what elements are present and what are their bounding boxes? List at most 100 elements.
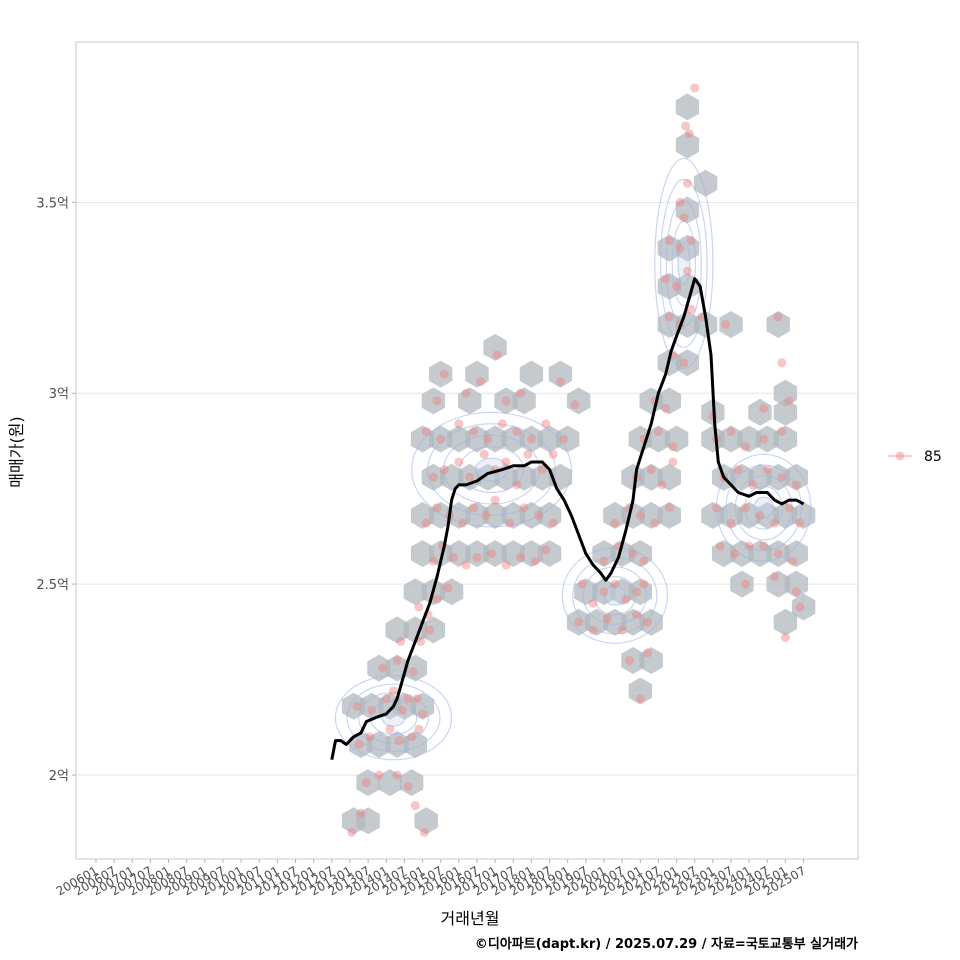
scatter-point-0-162 [791, 587, 801, 597]
density-contours [334, 157, 812, 761]
hex-cell-62 [429, 360, 453, 388]
scatter-point-0-96 [599, 556, 609, 566]
scatter-point-0-60 [512, 480, 522, 490]
hex-cell-24 [410, 540, 435, 568]
hex-cell-81 [639, 501, 663, 529]
hex-cell-31 [537, 540, 562, 568]
hex-cell-92 [639, 647, 663, 674]
scatter-point-0-98 [628, 549, 638, 559]
scatter-point-0-69 [497, 419, 507, 429]
hex-cell-72 [585, 608, 609, 636]
hex-cell-124 [712, 540, 736, 568]
scatter-point-0-102 [635, 510, 645, 520]
hex-cell-132 [730, 570, 754, 598]
hex-cell-71 [566, 608, 591, 636]
scatter-point-0-10 [385, 724, 395, 734]
scatter-point-0-84 [588, 598, 598, 608]
contour-ring-2 [358, 691, 429, 744]
hex-cell-35 [465, 501, 489, 529]
hex-cell-119 [701, 425, 725, 453]
scatter-point-0-121 [686, 304, 696, 314]
scatter-point-0-54 [439, 465, 449, 475]
hex-cell-102 [675, 196, 700, 224]
hex-cell-61 [566, 387, 591, 415]
scatter-point-0-75 [461, 388, 471, 398]
scatter-point-0-36 [472, 552, 482, 562]
scatter-point-0-135 [721, 320, 731, 330]
scatter-point-0-104 [664, 503, 674, 513]
hex-cell-50 [447, 425, 471, 453]
hex-cell-34 [447, 501, 471, 529]
scatter-point-0-83 [577, 579, 587, 589]
hex-cell-84 [639, 463, 663, 491]
scatter-point-0-145 [748, 480, 758, 490]
contour-ring-24 [715, 453, 812, 562]
hex-cell-59 [494, 387, 518, 415]
hex-cell-45 [512, 463, 536, 491]
legend: 85 [888, 449, 942, 465]
scatter-point-0-114 [624, 655, 634, 665]
hex-cell-130 [748, 398, 772, 426]
hex-cell-133 [766, 570, 790, 598]
scatter-point-0-91 [588, 625, 598, 635]
scatter-point-0-93 [617, 625, 627, 635]
hex-cell-13 [392, 692, 417, 720]
scatter-point-0-45 [457, 518, 467, 528]
scatter-point-0-111 [668, 442, 678, 452]
scatter-point-0-160 [741, 579, 751, 589]
scatter-point-0-127 [686, 236, 696, 246]
hex-cell-90 [657, 387, 681, 415]
contour-ring-13 [572, 556, 658, 635]
hex-cell-73 [603, 608, 627, 636]
hex-cell-68 [592, 578, 616, 606]
scatter-point-0-76 [501, 396, 511, 406]
contour-ring-20 [753, 496, 774, 520]
scatter-point-0-87 [621, 594, 631, 604]
scatter-point-0-15 [367, 705, 377, 715]
scatter-point-0-35 [461, 560, 471, 570]
scatter-point-0-49 [505, 518, 515, 528]
scatter-point-0-39 [516, 552, 526, 562]
legend-point [895, 451, 905, 461]
scatter-point-0-82 [555, 377, 565, 387]
hex-cell-26 [447, 540, 471, 568]
hex-cell-37 [501, 501, 525, 529]
hex-cell-69 [610, 578, 634, 606]
scatter-point-0-16 [381, 694, 391, 704]
scatter-point-0-86 [610, 579, 620, 589]
hex-cell-100 [657, 234, 681, 262]
scatter-point-0-156 [744, 541, 754, 551]
scatter-point-0-20 [412, 694, 422, 704]
scatter-point-0-88 [632, 587, 642, 597]
scatter-point-0-80 [476, 377, 486, 387]
hex-cell-79 [603, 501, 627, 529]
scatter-point-0-46 [468, 503, 478, 513]
scatter-point-0-157 [759, 541, 769, 551]
hex-cell-57 [421, 387, 446, 415]
scatter-point-0-169 [784, 396, 794, 406]
hex-cell-117 [766, 463, 790, 491]
hex-cell-23 [439, 578, 464, 606]
scatter-point-0-32 [428, 556, 438, 566]
hex-cell-123 [773, 425, 798, 453]
scatter-point-0-22 [378, 663, 388, 673]
scatter-point-0-103 [650, 518, 660, 528]
scatter-point-0-6 [392, 770, 402, 780]
contour-ring-7 [442, 434, 540, 505]
hex-cell-131 [773, 398, 798, 426]
hex-cell-28 [483, 540, 507, 568]
hex-cell-27 [465, 540, 489, 568]
scatter-point-0-166 [777, 358, 787, 368]
scatter-point-0-51 [534, 510, 544, 520]
scatter-point-0-71 [526, 434, 536, 444]
scatter-point-0-151 [741, 442, 751, 452]
scatter-point-0-153 [777, 426, 787, 436]
scatter-point-0-61 [523, 449, 533, 459]
scatter-point-0-26 [416, 636, 426, 646]
contour-ring-21 [744, 485, 784, 530]
scatter-point-0-147 [777, 472, 787, 482]
scatter-point-0-136 [711, 503, 721, 513]
hex-cell-67 [574, 578, 598, 606]
moving-average-layer [330, 277, 805, 760]
scatter-point-0-12 [407, 732, 417, 742]
